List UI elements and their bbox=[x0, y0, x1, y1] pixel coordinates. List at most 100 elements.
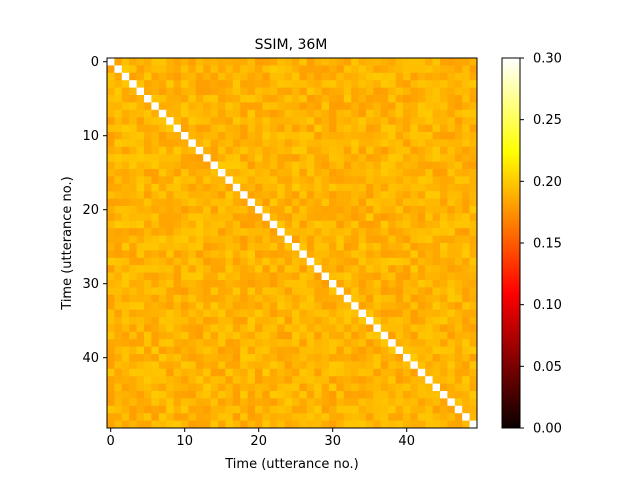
heatmap-cell bbox=[262, 183, 271, 192]
heatmap-cell bbox=[166, 346, 174, 355]
heatmap-cell bbox=[107, 117, 115, 125]
heatmap-cell bbox=[232, 317, 241, 325]
heatmap-cell bbox=[188, 420, 197, 429]
heatmap-cell bbox=[195, 302, 204, 310]
heatmap-cell bbox=[121, 191, 130, 199]
heatmap-cell bbox=[225, 376, 234, 384]
heatmap-cell bbox=[269, 420, 278, 429]
heatmap-cell bbox=[358, 87, 367, 96]
heatmap-cell bbox=[107, 80, 115, 88]
heatmap-cell bbox=[232, 206, 241, 214]
heatmap-cell bbox=[173, 146, 182, 155]
heatmap-cell bbox=[380, 228, 389, 236]
heatmap-cell bbox=[373, 191, 382, 199]
heatmap-cell bbox=[469, 191, 478, 199]
heatmap-cell bbox=[158, 87, 167, 96]
heatmap-cell bbox=[166, 235, 174, 244]
heatmap-cell bbox=[218, 265, 226, 273]
heatmap-cell bbox=[277, 176, 285, 185]
heatmap-cell bbox=[203, 228, 211, 236]
heatmap-cell bbox=[343, 139, 352, 148]
heatmap-cell bbox=[469, 265, 478, 273]
heatmap-cell bbox=[292, 183, 300, 192]
heatmap-cell bbox=[151, 95, 160, 103]
heatmap-cell bbox=[410, 280, 419, 288]
heatmap-cell bbox=[284, 398, 293, 407]
heatmap-cell bbox=[321, 213, 330, 222]
heatmap-cell bbox=[351, 191, 359, 199]
heatmap-cell bbox=[306, 339, 315, 347]
heatmap-cell bbox=[136, 132, 145, 140]
heatmap-cell bbox=[306, 391, 315, 399]
heatmap-cell bbox=[306, 139, 315, 148]
heatmap-cell bbox=[181, 272, 189, 281]
heatmap-cell bbox=[395, 317, 404, 325]
heatmap-cell bbox=[173, 95, 182, 103]
heatmap-cell bbox=[240, 346, 248, 355]
heatmap-cell bbox=[292, 257, 300, 266]
heatmap-cell bbox=[210, 309, 219, 318]
heatmap-cell bbox=[166, 324, 174, 333]
heatmap-cell bbox=[136, 346, 145, 355]
heatmap-cell bbox=[188, 183, 197, 192]
heatmap-cell bbox=[351, 80, 359, 88]
heatmap-cell bbox=[277, 102, 285, 111]
heatmap-cell bbox=[292, 72, 300, 81]
heatmap-cell bbox=[440, 331, 448, 340]
heatmap-cell bbox=[262, 228, 271, 236]
heatmap-cell bbox=[403, 139, 411, 148]
heatmap-cell bbox=[447, 324, 456, 333]
heatmap-cell bbox=[329, 58, 337, 66]
heatmap-cell bbox=[144, 405, 152, 414]
heatmap-cell bbox=[195, 391, 204, 399]
heatmap-cell bbox=[284, 117, 293, 125]
heatmap-cell bbox=[343, 109, 352, 118]
heatmap-cell bbox=[343, 272, 352, 281]
heatmap-cell bbox=[432, 317, 441, 325]
heatmap-cell bbox=[432, 176, 441, 185]
heatmap-cell bbox=[107, 420, 115, 429]
heatmap-cell bbox=[173, 124, 182, 133]
heatmap-cell bbox=[358, 368, 367, 377]
heatmap-cell bbox=[462, 191, 470, 199]
heatmap-cell bbox=[299, 213, 308, 222]
heatmap-cell bbox=[417, 146, 426, 155]
heatmap-cell bbox=[380, 124, 389, 133]
heatmap-cell bbox=[247, 124, 256, 133]
heatmap-cell bbox=[284, 391, 293, 399]
heatmap-cell bbox=[158, 65, 167, 74]
heatmap-cell bbox=[195, 146, 204, 155]
heatmap-cell bbox=[136, 87, 145, 96]
heatmap-cell bbox=[454, 80, 463, 88]
heatmap-cell bbox=[210, 339, 219, 347]
heatmap-cell bbox=[417, 154, 426, 162]
heatmap-cell bbox=[417, 235, 426, 244]
heatmap-cell bbox=[151, 405, 160, 414]
heatmap-cell bbox=[121, 361, 130, 370]
heatmap-cell bbox=[247, 117, 256, 125]
heatmap-cell bbox=[107, 191, 115, 199]
heatmap-cell bbox=[388, 287, 396, 296]
heatmap-cell bbox=[403, 154, 411, 162]
heatmap-cell bbox=[454, 161, 463, 170]
heatmap-cell bbox=[247, 331, 256, 340]
heatmap-cell bbox=[417, 420, 426, 429]
heatmap-cell bbox=[454, 398, 463, 407]
heatmap-cell bbox=[388, 169, 396, 177]
heatmap-cell bbox=[469, 139, 478, 148]
heatmap-cell bbox=[188, 87, 197, 96]
heatmap-cell bbox=[447, 331, 456, 340]
heatmap-cell bbox=[373, 257, 382, 266]
heatmap-cell bbox=[366, 287, 374, 296]
heatmap-cell bbox=[410, 176, 419, 185]
heatmap-cell bbox=[225, 124, 234, 133]
heatmap-cell bbox=[410, 420, 419, 429]
heatmap-cell bbox=[292, 354, 300, 362]
heatmap-cell bbox=[136, 383, 145, 392]
heatmap-cell bbox=[380, 383, 389, 392]
heatmap-cell bbox=[299, 383, 308, 392]
heatmap-cell bbox=[262, 257, 271, 266]
heatmap-cell bbox=[299, 265, 308, 273]
heatmap-cell bbox=[232, 183, 241, 192]
heatmap-cells bbox=[107, 58, 478, 429]
